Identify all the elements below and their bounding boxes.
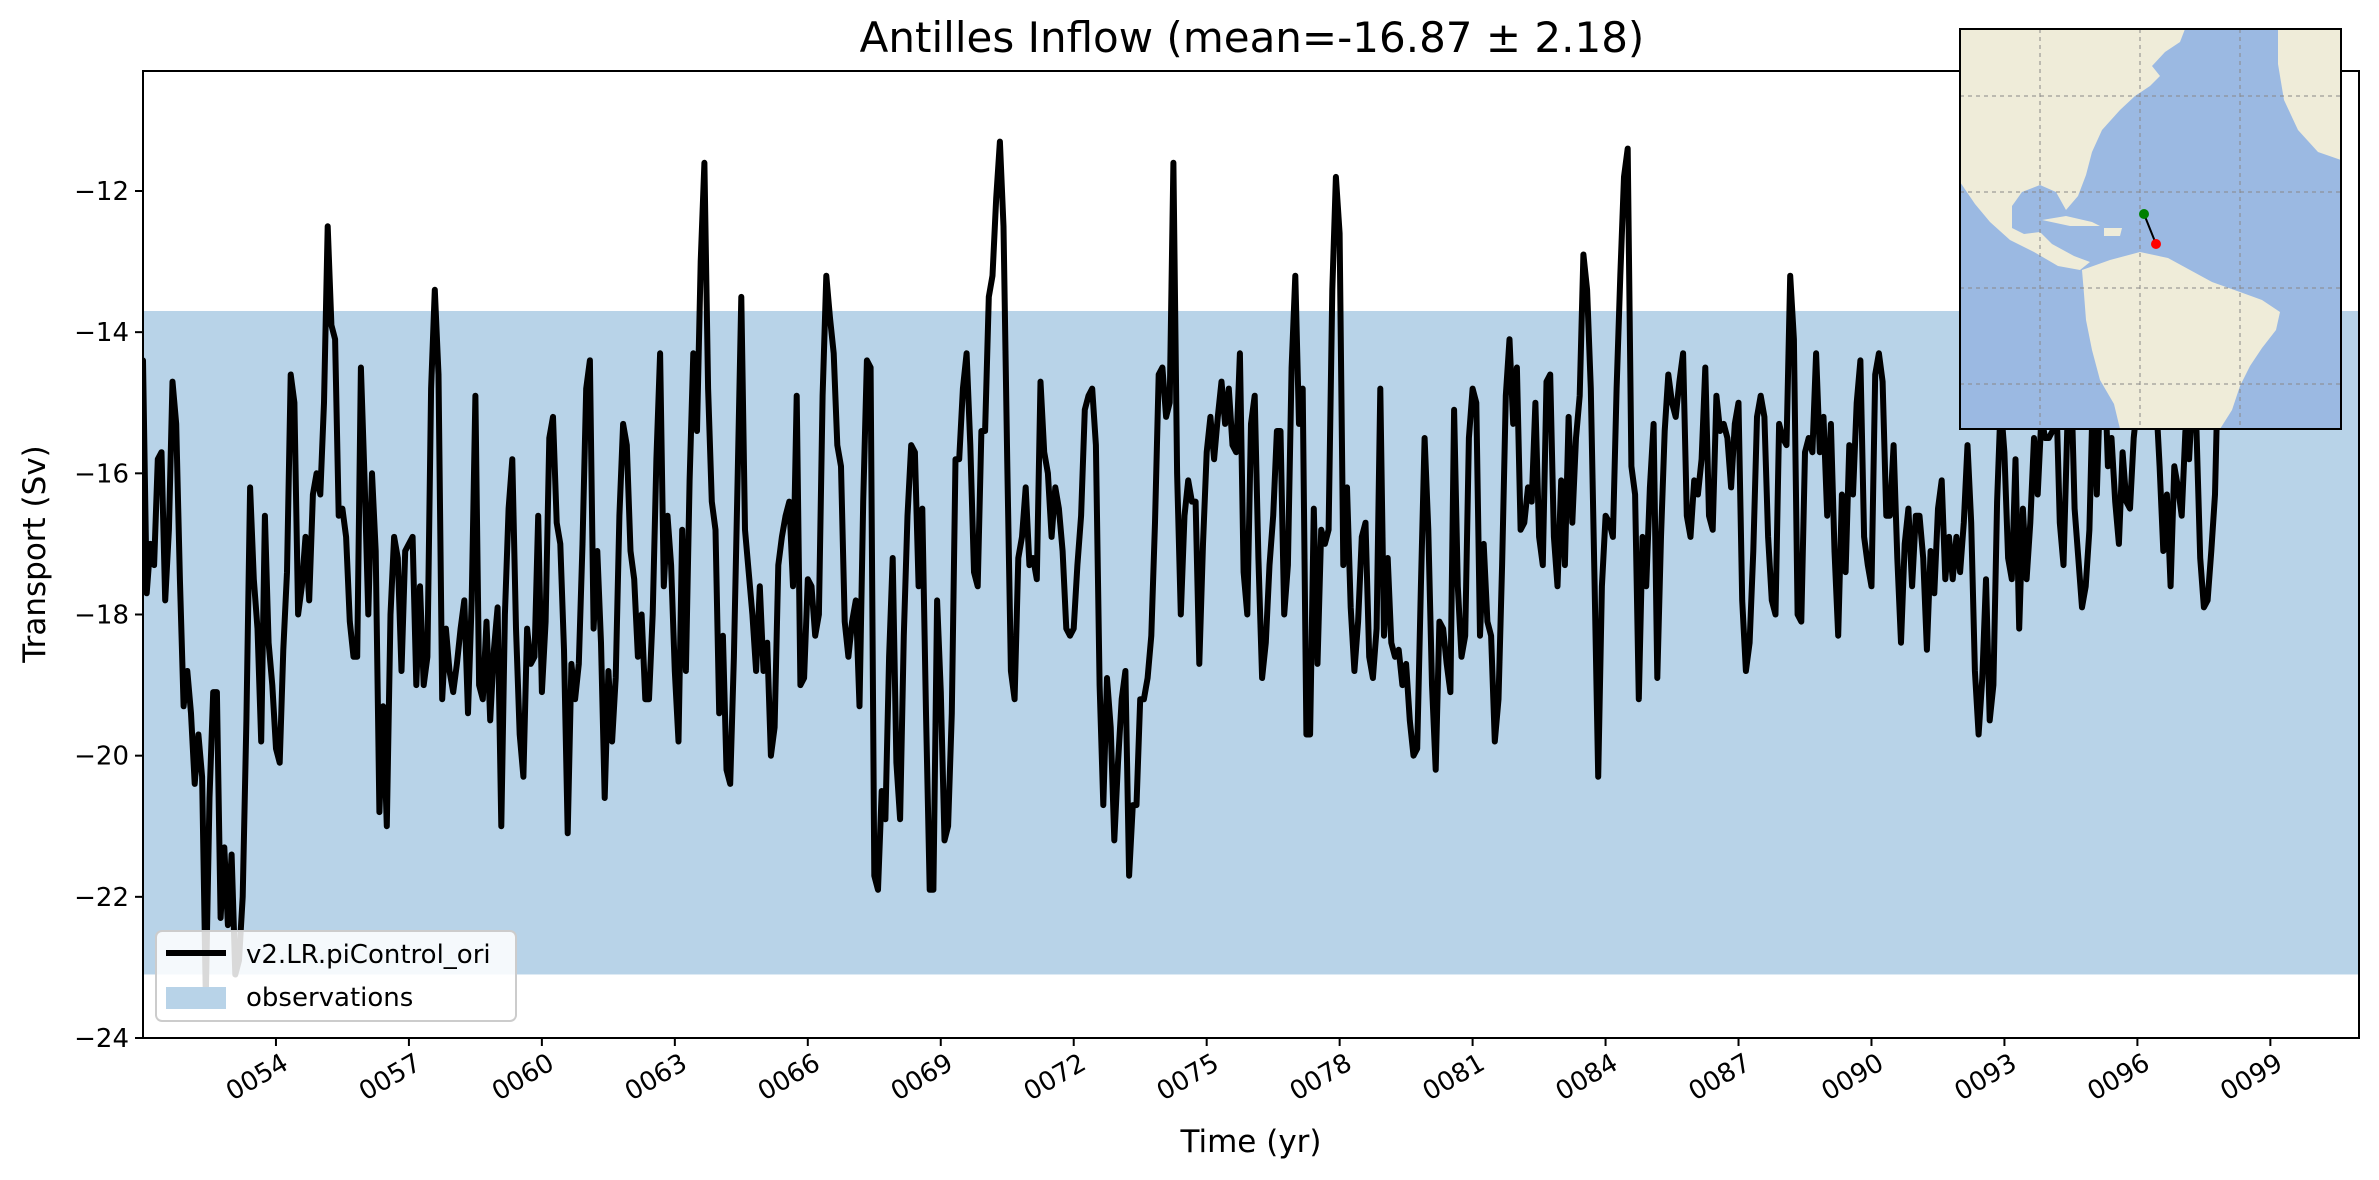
inset-gridlines: [1960, 29, 2341, 429]
inset-frame: [1959, 28, 2342, 430]
y-tick-label: −16: [74, 459, 129, 489]
legend-box: [155, 930, 517, 1022]
inset-section-line: [2143, 213, 2157, 245]
series-line-v2-lr-picontrol-ori: [143, 138, 2233, 999]
inset-map: [1959, 28, 2342, 430]
inset-land-greenland: [2278, 29, 2341, 160]
x-axis-label: Time (yr): [1180, 1124, 1322, 1160]
y-tick-label: −24: [74, 1024, 129, 1054]
y-tick-label: −18: [74, 600, 129, 630]
inset-land-hispaniola: [2104, 228, 2122, 236]
axes-frame: [142, 70, 2360, 1039]
inset-land-south-america: [2082, 252, 2280, 429]
y-tick-label: −12: [74, 177, 129, 207]
y-tick-label: −22: [74, 883, 129, 913]
y-tick-label: −20: [74, 742, 129, 772]
legend-band-swatch: [166, 987, 226, 1009]
inset-land-north-america: [1960, 29, 2185, 270]
inset-section-start-marker: [2139, 209, 2149, 219]
legend-label-observations: observations: [246, 983, 413, 1013]
legend-label-series: v2.LR.piControl_ori: [246, 940, 491, 970]
y-axis: −12 −14 −16 −18 −20 −22 −24: [74, 177, 143, 1054]
y-axis-label: Transport (Sv): [17, 445, 53, 664]
inset-section-end-marker: [2151, 239, 2161, 249]
legend: v2.LR.piControl_ori observations: [155, 930, 517, 1022]
y-tick-label: −14: [74, 318, 129, 348]
chart-title: Antilles Inflow (mean=-16.87 ± 2.18): [860, 13, 1645, 62]
inset-land-cuba: [2042, 216, 2100, 226]
